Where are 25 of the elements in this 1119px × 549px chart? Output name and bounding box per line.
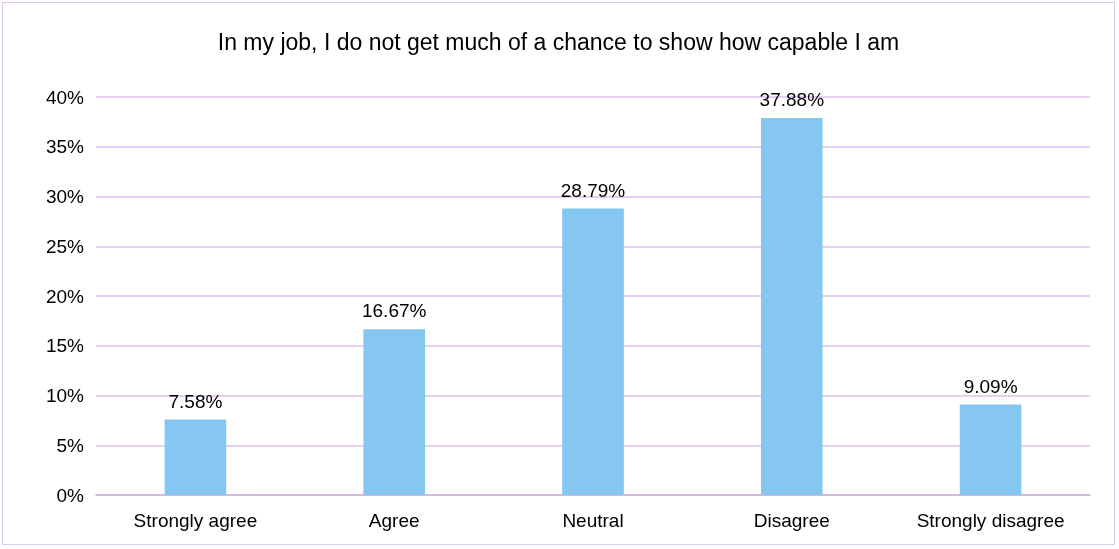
bar [959, 404, 1022, 495]
y-tick-label: 5% [56, 434, 85, 456]
data-label: 37.88% [759, 89, 825, 111]
y-tick-label: 0% [56, 484, 85, 506]
x-tick-label: Neutral [562, 510, 624, 531]
data-label: 9.09% [963, 375, 1018, 397]
y-tick-label: 10% [45, 385, 85, 406]
y-tick-label: 15% [45, 335, 85, 357]
data-label: 7.58% [168, 390, 223, 412]
x-tick-label: Strongly disagree [916, 510, 1065, 531]
data-label: 16.67% [361, 300, 427, 322]
bar [562, 208, 624, 495]
y-tick-label: 20% [45, 285, 85, 307]
data-label: 28.79% [560, 179, 626, 201]
x-tick-label: Strongly agree [133, 510, 258, 531]
chart-title: In my job, I do not get much of a chance to show how capable I am [217, 28, 900, 55]
bar [164, 419, 227, 495]
bar [363, 329, 426, 495]
y-tick-label: 25% [45, 235, 85, 257]
bar [760, 118, 823, 495]
y-tick-label: 30% [45, 186, 85, 207]
y-tick-label: 40% [45, 86, 85, 108]
x-tick-label: Disagree [753, 510, 830, 531]
x-tick-label: Agree [368, 510, 420, 531]
y-tick-label: 35% [45, 136, 85, 158]
